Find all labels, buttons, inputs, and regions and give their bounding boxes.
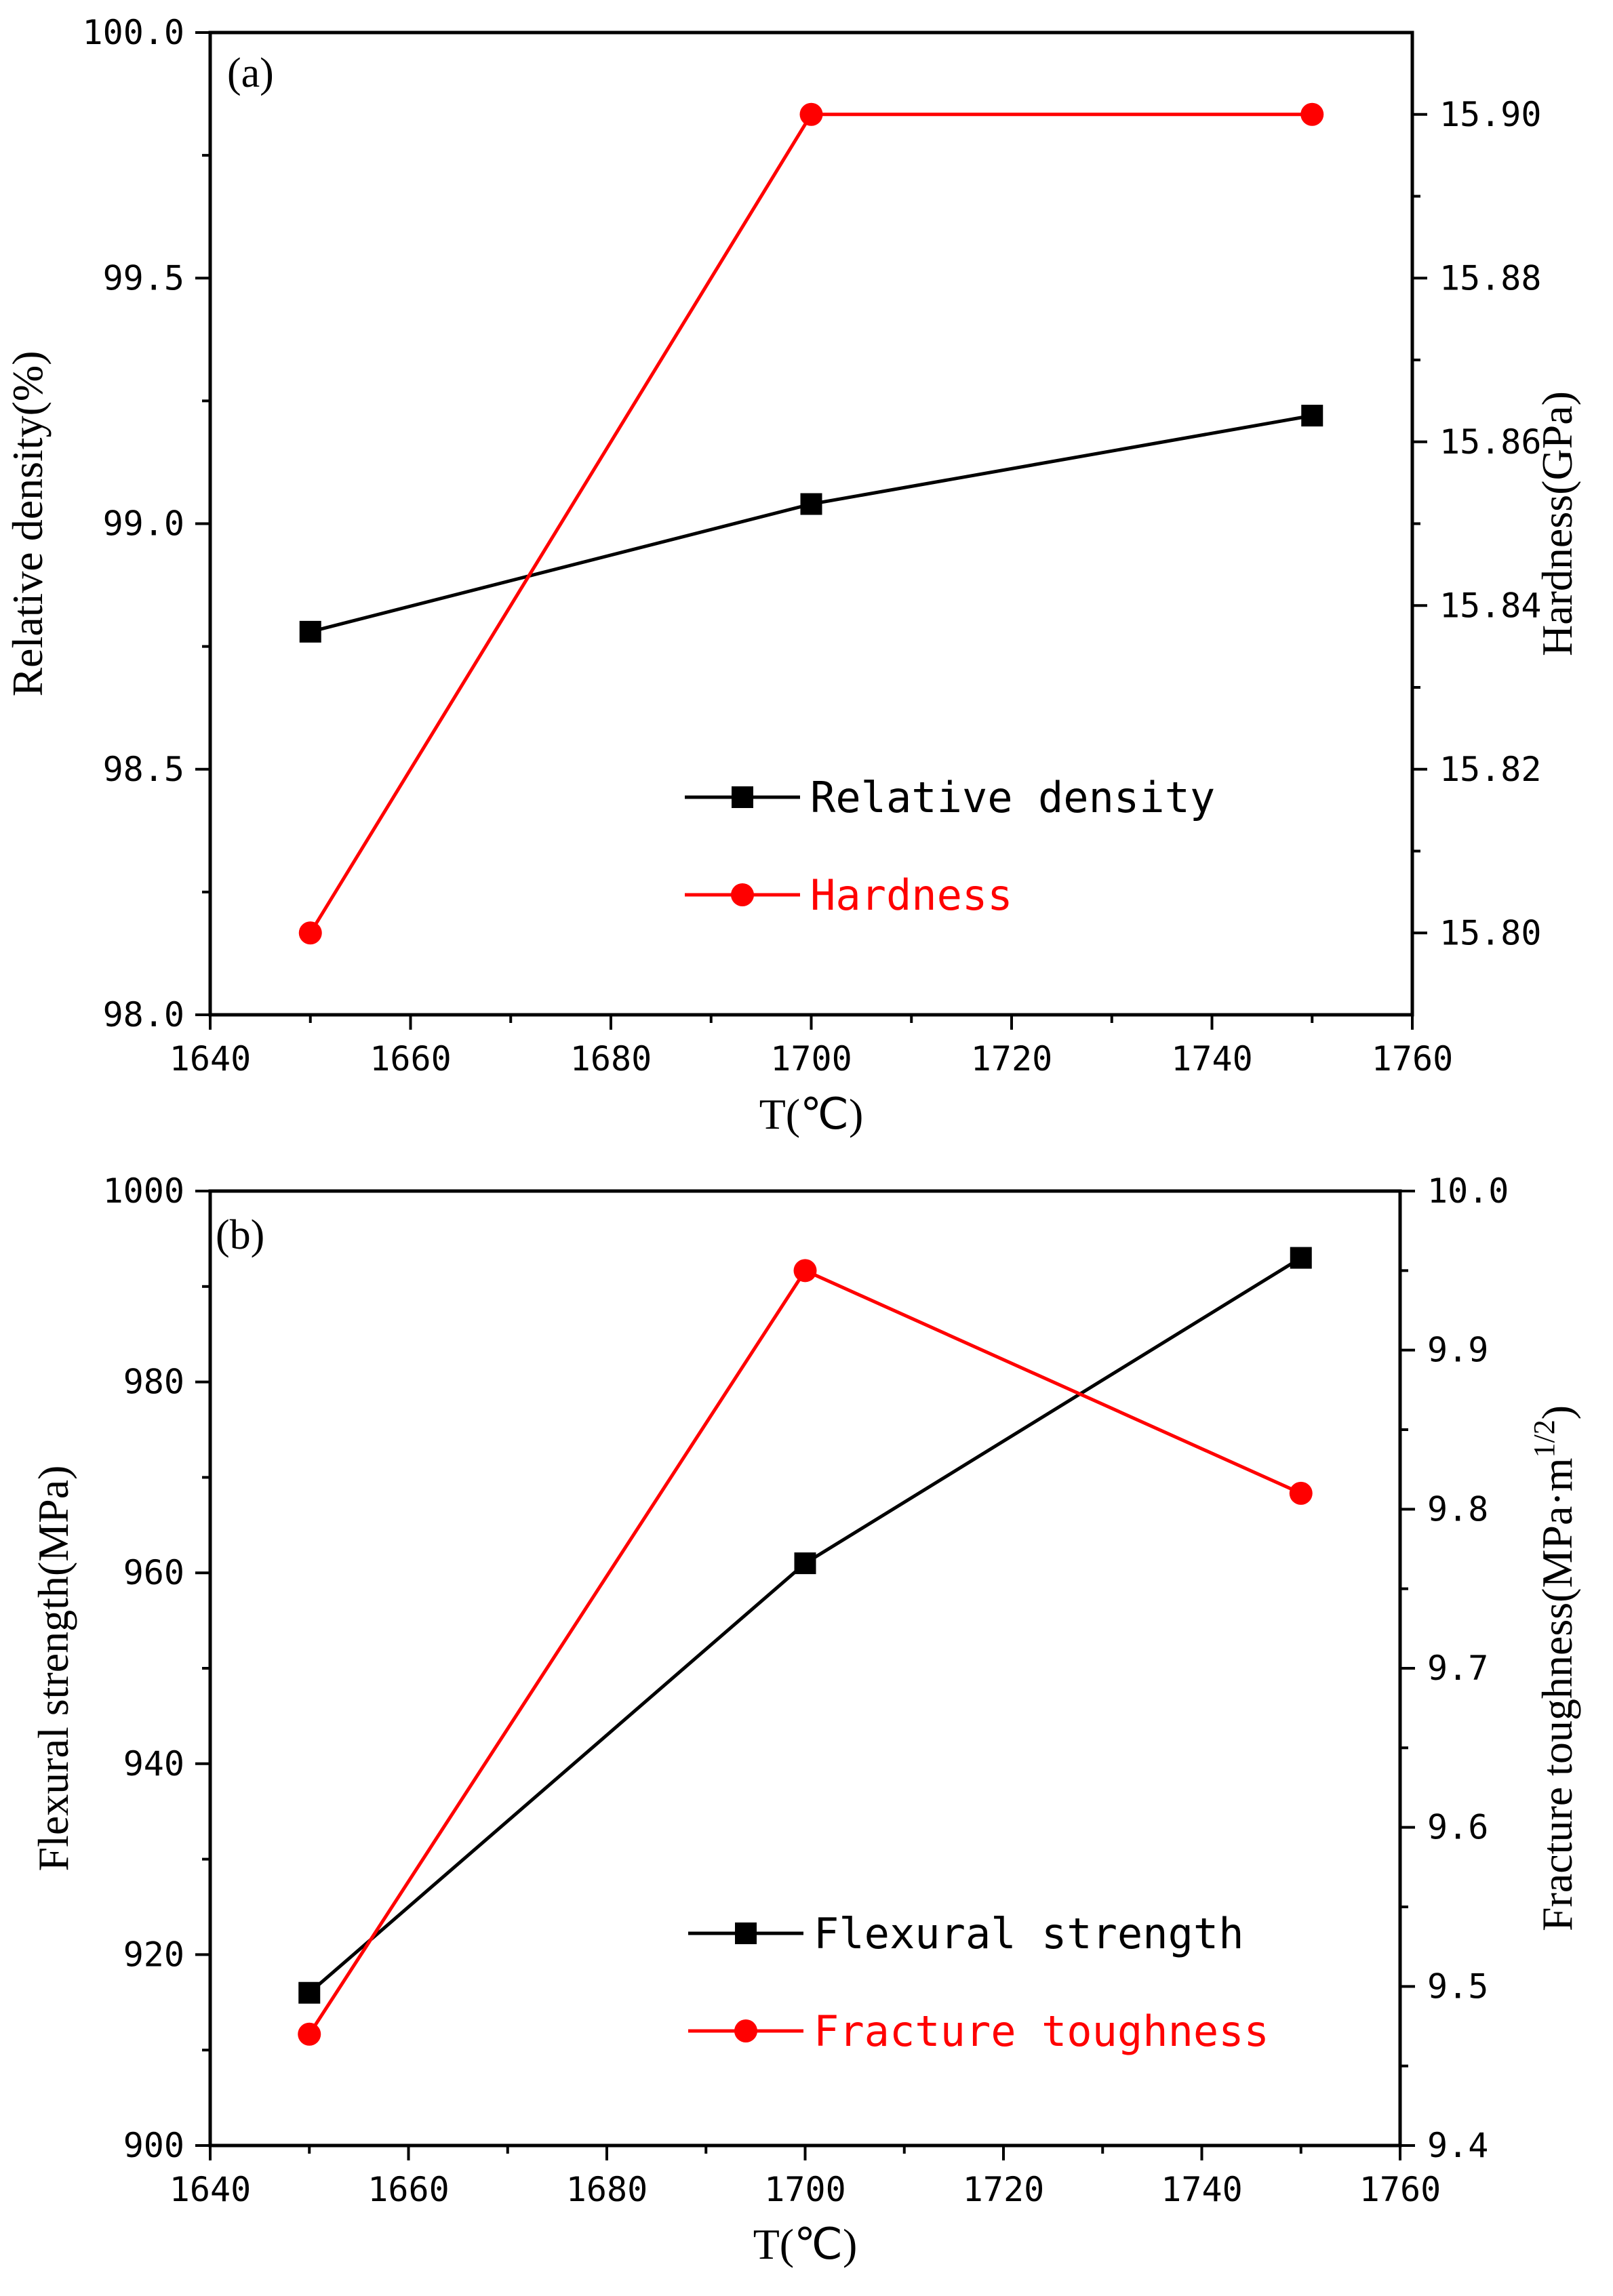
y-right-axis-title: Hardness(GPa) [1533,391,1581,656]
data-point-square [794,1552,816,1575]
x-tick-label: 1700 [764,2170,845,2209]
series-line-0 [310,414,1313,634]
data-point-circle [298,2022,321,2046]
x-tick-label: 1720 [971,1039,1052,1079]
legend-marker-square [735,1922,757,1944]
y-right-tick-label: 9.8 [1427,1489,1488,1529]
y-left-tick-label: 980 [123,1363,184,1402]
x-tick-label: 1740 [1171,1039,1252,1079]
y-left-axis-title: Flexural strength(MPa) [29,1466,77,1872]
y-right-tick-label: 15.86 [1439,422,1542,462]
x-tick-label: 1740 [1161,2170,1242,2209]
y-right-tick-label: 15.82 [1439,750,1542,789]
y-left-tick-label: 1000 [103,1171,184,1211]
plot-frame [208,1189,1402,2148]
panel-label: (a) [227,50,274,96]
y-right-tick-label: 15.88 [1439,258,1542,298]
series-line-0 [308,1256,1302,1994]
y-left-tick-label: 99.5 [103,258,184,298]
y-right-tick-label: 9.4 [1427,2126,1488,2165]
x-tick-label: 1680 [570,1039,652,1079]
y-right-axis-title: Fracture toughness(MPa·m1/2) [1528,1405,1581,1931]
x-tick-label: 1720 [963,2170,1044,2209]
panel-label: (b) [216,1212,264,1258]
x-tick-label: 1640 [170,2170,251,2209]
data-point-square [800,493,822,515]
y-right-tick-label: 15.84 [1439,586,1542,625]
y-left-tick-label: 920 [123,1935,184,1974]
legend-label: Fracture toughness [814,2007,1269,2056]
legend-label: Relative density [810,773,1215,822]
y-left-tick-label: 900 [123,2126,184,2165]
y-left-tick-label: 100.0 [82,13,184,52]
panel-a-chart: 1640 1660 1680 1700 1720 1740 1760 98.0 98.5 99.0… [3,13,1581,1138]
legend-marker-circle [731,883,754,906]
plot-frame [208,31,1414,1017]
y-right-axis-title-end: ) [1533,1405,1581,1419]
x-tick-label: 1660 [367,2170,449,2209]
data-point-square [1301,405,1323,427]
y-right-axis-title-text: Fracture toughness(MPa·m [1533,1458,1581,1932]
y-right-tick-label: 9.9 [1427,1331,1488,1370]
x-axis-title: T(℃) [753,2220,858,2268]
x-axis-title: T(℃) [759,1090,864,1138]
y-left-tick-label: 960 [123,1553,184,1592]
y-left-axis-title: Relative density(%) [3,350,52,696]
y-right-tick-label: 15.80 [1439,913,1542,952]
y-left-tick-label: 98.5 [103,750,184,789]
y-left-tick-label: 940 [123,1744,184,1784]
data-point-circle [793,1259,817,1283]
y-right-tick-label: 15.90 [1439,95,1542,134]
data-point-square [1290,1247,1312,1269]
data-point-circle [298,921,322,945]
data-point-circle [1289,1481,1313,1505]
y-right-tick-label: 10.0 [1427,1171,1509,1211]
legend-marker-square [732,786,753,808]
x-tick-label: 1700 [770,1039,852,1079]
x-tick-label: 1760 [1372,1039,1453,1079]
legend-label: Flexural strength [814,1909,1244,1958]
legend-label: Hardness [810,870,1013,920]
y-right-axis-title-superscript: 1/2 [1528,1419,1561,1457]
data-point-square [298,1981,321,2004]
y-right-tick-label: 9.6 [1427,1808,1488,1847]
y-right-axis-title-text: Hardness(GPa) [1533,391,1581,656]
x-tick-label: 1680 [566,2170,648,2209]
y-left-tick-label: 98.0 [103,995,184,1034]
data-point-circle [799,102,823,126]
y-right-tick-label: 9.5 [1427,1967,1488,2006]
x-tick-label: 1760 [1359,2170,1441,2209]
panel-b-chart: 1640 1660 1680 1700 1720 1740 1760 900 920 940 960… [29,1171,1581,2268]
data-point-circle [1300,102,1324,126]
x-tick-label: 1640 [170,1039,251,1079]
y-left-tick-label: 99.0 [103,504,184,544]
data-point-square [299,620,321,643]
legend-marker-circle [734,2019,757,2042]
y-right-tick-label: 9.7 [1427,1649,1488,1688]
x-tick-label: 1660 [370,1039,451,1079]
